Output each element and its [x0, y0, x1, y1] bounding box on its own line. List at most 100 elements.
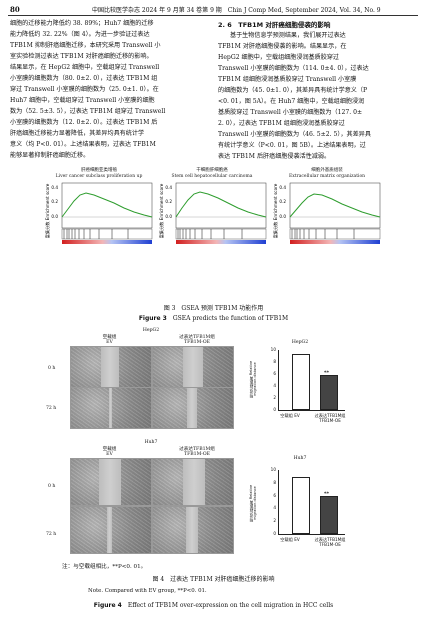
- gsea-panel-2: 0.4 0.2 0.0 富集分数 Enrichment score: [158, 182, 267, 244]
- bar-ev: [292, 354, 311, 410]
- right-column-text: 基于生物信息学预测结果，我们展开过表达 TFB1M 对肝癌细胞侵袭的影响。结果显…: [218, 30, 418, 162]
- error-bar: [298, 354, 303, 356]
- journal-header: 中国比较医学杂志 2024 年 9 月第 34 卷第 9 期 Chin J Co…: [92, 7, 381, 14]
- text-line: 小室膜的细胞数为（80. 0±2. 0），过表达 TFB1M 组: [10, 75, 158, 82]
- svg-text:0.2: 0.2: [279, 199, 286, 204]
- text-line: 2. 0），过表达 TFB1M 组细胞浸润基质胶穿过: [218, 120, 345, 127]
- page-number: 80: [10, 5, 20, 14]
- svg-text:0.4: 0.4: [165, 185, 172, 190]
- time-label-72h: 72 h: [46, 406, 57, 411]
- scratch-panel-hepg2: HepG2 空载组 EV 过表达TFB1M组 TFB1M-OE 0 h 72 h: [46, 328, 236, 429]
- svg-text:0.0: 0.0: [165, 214, 172, 219]
- figure-3: 肝癌细胞亚类增殖 Liver cancer subclass proliferat…: [44, 168, 384, 316]
- text-line: 数为（52. 5±3. 5），过表达 TFB1M 组穿过 Transwell: [10, 108, 166, 115]
- y-ticks: 10 8 6 4 2 0: [266, 467, 276, 536]
- figure-4-caption-en: Figure 4 Effect of TFB1M over-expression…: [93, 602, 334, 609]
- group-label-ev: 空载组 EV: [102, 447, 117, 457]
- text-line: <0. 01，图 5A）。在 Huh7 细胞中，空载组细胞浸润: [218, 98, 365, 105]
- error-bar: [325, 374, 330, 377]
- svg-text:0.2: 0.2: [165, 199, 172, 204]
- svg-text:富集分数 Enrichment score: 富集分数 Enrichment score: [158, 183, 165, 238]
- error-bar: [325, 495, 330, 498]
- time-label-0h: 0 h: [48, 366, 56, 371]
- x-label-ev: 空载组 EV: [280, 413, 300, 418]
- microscopy-image: [152, 387, 234, 429]
- significance-label: **: [323, 370, 330, 376]
- bar-oe: [319, 375, 338, 410]
- x-label-ev: 空载组 EV: [280, 537, 300, 542]
- y-tick: 2: [273, 395, 276, 400]
- text-line: 能力降低约 32. 22%（图 4）。为进一步验证过表达: [10, 31, 150, 38]
- group-label-oe: 过表达TFB1M组 TFB1M-OE: [179, 447, 215, 457]
- gsea-title-2: 干细胞肝细胞癌 Stem cell hepatocellular carcinom…: [171, 168, 253, 179]
- microscopy-image: [70, 458, 152, 506]
- figure-4-caption-cn: 图 4 过表达 TFB1M 对肝癌细胞迁移的影响: [152, 576, 275, 583]
- text-line: 基质胶穿过 Transwell 小室膜的细胞数为（127. 0±: [218, 109, 363, 116]
- text-line: 能够显著抑制肝癌细胞迁移。: [10, 152, 90, 159]
- svg-text:0.0: 0.0: [51, 214, 58, 219]
- svg-text:0.2: 0.2: [51, 199, 58, 204]
- section-heading: 2. 6 TFB1M 对肝癌细胞侵袭的影响: [218, 21, 331, 29]
- svg-text:0.0: 0.0: [279, 214, 286, 219]
- y-tick: 2: [273, 518, 276, 524]
- time-label-0h: 0 h: [48, 484, 56, 489]
- text-line: HepG2 细胞中，空载组细胞浸润基质胶穿过: [218, 54, 340, 61]
- text-line: Transwell 小室膜的细胞数为（46. 5±2. 5），其差异具: [218, 131, 371, 138]
- gsea-panel-3: 0.4 0.2 0.0 富集分数 Enrichment score: [272, 182, 381, 244]
- text-line: Transwell 小室膜的细胞数为（114. 0±4. 0），过表达: [218, 65, 369, 72]
- bar-chart-huh7: Huh7 相对迁移距离 Relative migration distance …: [249, 456, 350, 556]
- text-line: TFB1M 抑制肝癌细胞迁移，本研究采用 Transwell 小: [10, 42, 161, 49]
- cell-line-label: Huh7: [144, 440, 158, 445]
- plot-area: **: [278, 350, 345, 411]
- scratch-panel-huh7: Huh7 空载组 EV 过表达TFB1M组 TFB1M-OE 0 h 72 h: [46, 440, 236, 554]
- y-tick: 6: [273, 371, 276, 376]
- group-label-oe: 过表达TFB1M组 TFB1M-OE: [179, 335, 215, 345]
- x-label-oe: 过表达TFB1M组 TFB1M-OE: [314, 537, 346, 547]
- text-line: 意义（均 P<0. 01）。上述结果表明，过表达 TFB1M: [10, 141, 156, 148]
- text-line: TFB1M 对肝癌细胞侵袭的影响。结果显示，在: [218, 43, 347, 50]
- text-line: 细胞的迁移能力降低约 38. 89%；Huh7 细胞的迁移: [10, 20, 154, 27]
- microscopy-image: [70, 506, 152, 554]
- text-line: 表达 TFB1M 后肝癌细胞侵袭活性减弱。: [218, 153, 331, 160]
- significance-label: **: [323, 491, 330, 498]
- y-tick: 0: [273, 407, 276, 412]
- x-label-oe: 过表达TFB1M组 TFB1M-OE: [314, 413, 346, 423]
- cell-line-label: HepG2: [142, 328, 160, 333]
- header-rule: [8, 15, 418, 16]
- svg-text:0.4: 0.4: [279, 185, 286, 190]
- y-tick: 4: [273, 505, 276, 511]
- figure-3-caption-cn: 图 3 GSEA 预测 TFB1M 功能作用: [163, 305, 264, 312]
- microscopy-image: [152, 506, 234, 554]
- bar-oe: [319, 496, 338, 534]
- figure-4-note-en: Note. Compared with EV group, **P<0. 01.: [88, 588, 207, 594]
- chart-title: Huh7: [293, 456, 307, 461]
- gsea-title-3: 细胞外基质组装 Extracellular matrix organization: [288, 168, 366, 179]
- group-label-ev: 空载组 EV: [102, 335, 117, 345]
- y-tick: 6: [273, 492, 276, 498]
- y-axis-label: 相对迁移距离 Relative migration distance: [249, 484, 257, 522]
- y-tick: 0: [273, 531, 276, 536]
- microscopy-image: [70, 346, 152, 388]
- y-tick: 10: [270, 347, 276, 352]
- bar-ev: [292, 476, 311, 534]
- y-tick: 8: [273, 479, 276, 485]
- microscopy-image: [70, 387, 152, 429]
- error-bar: [298, 476, 303, 479]
- plot-area: **: [278, 470, 345, 535]
- figure-4-note-cn: 注：与空载组相比，**P<0. 01。: [62, 564, 147, 570]
- text-line: 小室膜的细胞数为（12. 0±2. 0）。过表达 TFB1M 后: [10, 119, 158, 126]
- figure-3-caption-en: Figure 3 GSEA predicts the function of T…: [138, 315, 289, 322]
- chart-title: HepG2: [291, 340, 309, 345]
- svg-text:富集分数 Enrichment score: 富集分数 Enrichment score: [272, 183, 279, 238]
- y-tick: 8: [273, 359, 276, 364]
- y-axis-label: 相对迁移距离 Relative migration distance: [249, 360, 257, 398]
- left-column-text: 细胞的迁移能力降低约 38. 89%；Huh7 细胞的迁移 能力降低约 32. …: [10, 18, 210, 161]
- svg-text:富集分数 Enrichment score: 富集分数 Enrichment score: [44, 183, 51, 238]
- y-tick: 4: [273, 383, 276, 388]
- microscopy-image: [152, 458, 234, 506]
- text-line: 室实验检测过表达 TFB1M 对肝癌细胞迁移的影响。: [10, 53, 153, 60]
- gsea-title-1: 肝癌细胞亚类增殖 Liver cancer subclass proliferat…: [55, 168, 143, 179]
- gsea-plots-svg: 0.4 0.2 0.0 富集分数 Enrichment score 0.4 0.…: [44, 182, 381, 244]
- text-line: 穿过 Transwell 小室膜的细胞数为（25. 0±1. 0）。在: [10, 86, 159, 93]
- text-line: TFB1M 组细胞浸润基质胶穿过 Transwell 小室膜: [218, 76, 357, 83]
